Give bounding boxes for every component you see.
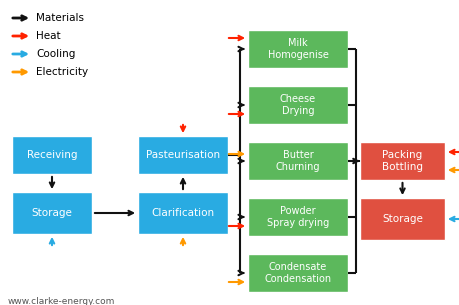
Text: Materials: Materials [36, 13, 84, 23]
Text: Storage: Storage [381, 214, 422, 224]
FancyBboxPatch shape [247, 198, 347, 236]
Text: Heat: Heat [36, 31, 61, 41]
FancyBboxPatch shape [247, 86, 347, 124]
FancyBboxPatch shape [359, 198, 444, 240]
FancyBboxPatch shape [247, 254, 347, 292]
Text: Packing
Bottling: Packing Bottling [381, 150, 422, 172]
Text: Condensate
Condensation: Condensate Condensation [264, 262, 331, 284]
FancyBboxPatch shape [247, 142, 347, 180]
Text: Receiving: Receiving [27, 150, 77, 160]
FancyBboxPatch shape [138, 192, 228, 234]
Text: Cheese
Drying: Cheese Drying [280, 94, 315, 116]
FancyBboxPatch shape [359, 142, 444, 180]
Text: Cooling: Cooling [36, 49, 75, 59]
Text: Clarification: Clarification [151, 208, 214, 218]
FancyBboxPatch shape [138, 136, 228, 174]
Text: Electricity: Electricity [36, 67, 88, 77]
Text: Powder
Spray drying: Powder Spray drying [266, 206, 328, 228]
FancyBboxPatch shape [12, 136, 92, 174]
Text: Pasteurisation: Pasteurisation [146, 150, 219, 160]
FancyBboxPatch shape [247, 30, 347, 68]
Text: www.clarke-energy.com: www.clarke-energy.com [8, 297, 115, 305]
Text: Storage: Storage [32, 208, 72, 218]
Text: Butter
Churning: Butter Churning [275, 150, 319, 172]
Text: Milk
Homogenise: Milk Homogenise [267, 38, 328, 60]
FancyBboxPatch shape [12, 192, 92, 234]
